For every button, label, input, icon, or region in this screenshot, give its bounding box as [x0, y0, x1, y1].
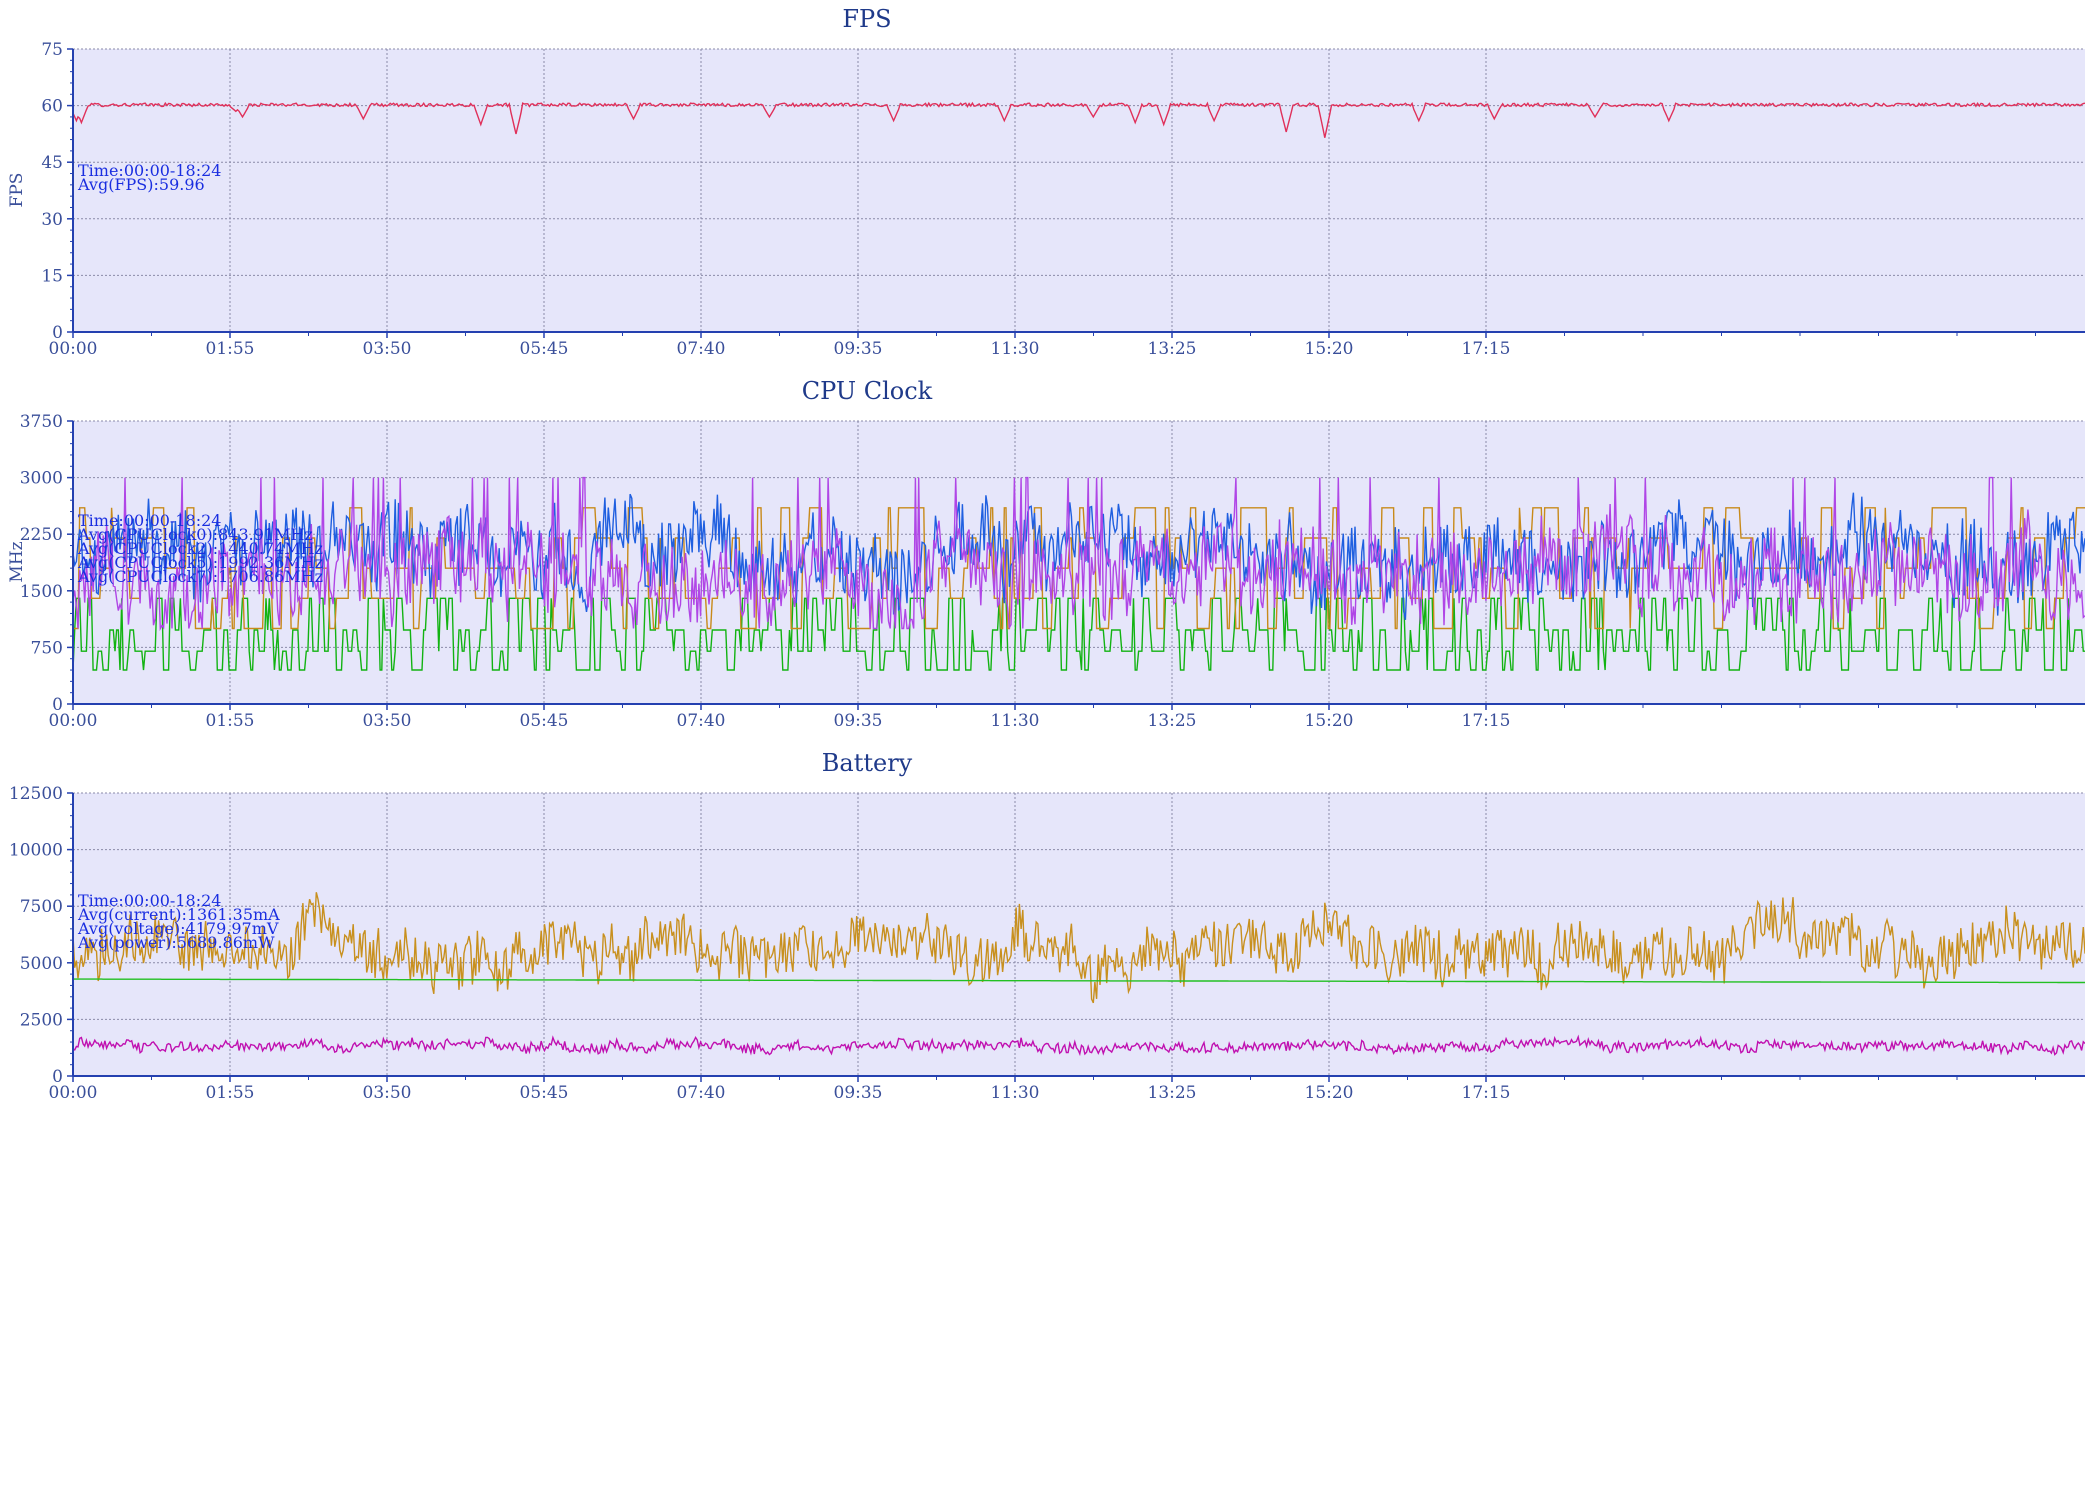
fps-x-tick-label: 07:40: [677, 339, 726, 359]
fps-axis-ticks: 0 15 30 45 60 75 00:00 01:55 03:50 05:45 07:40 09:3…: [41, 40, 2036, 359]
cpu-clock-annotation-time: Time:00:00-18:24: [78, 511, 221, 530]
cpu-clock-x-tick-label: 13:25: [1148, 711, 1197, 731]
fps-y-axis-label: FPS: [7, 173, 27, 208]
fps-x-tick-label: 09:35: [834, 339, 883, 359]
battery-annotation-power: Avg(power):5689.86mW: [77, 933, 275, 952]
cpu-clock-x-tick-label: 09:35: [834, 711, 883, 731]
battery-annotation-voltage: Avg(voltage):4179.97mV: [77, 919, 279, 938]
battery-series-line-2: [73, 1034, 2085, 1057]
cpu-clock-y-tick-label: 750: [31, 638, 63, 658]
battery-series-line-1: [73, 978, 2085, 984]
battery-x-tick-label: 07:40: [677, 1083, 726, 1103]
fps-x-tick-label: 05:45: [520, 339, 569, 359]
battery-x-tick-label: 15:20: [1305, 1083, 1354, 1103]
fps-title: FPS: [842, 5, 891, 33]
battery-y-tick-label: 7500: [20, 897, 63, 917]
fps-x-tick-label: 13:25: [1148, 339, 1197, 359]
battery-axis-ticks: 0 2500 5000 7500 10000 12500 00:00 01:55 03:50 05…: [9, 784, 2036, 1103]
battery-title: Battery: [822, 749, 913, 777]
battery-y-tick-label: 12500: [9, 784, 63, 804]
cpu-clock-x-tick-label: 01:55: [206, 711, 255, 731]
battery-x-tick-label: 03:50: [363, 1083, 412, 1103]
cpu-clock-title: CPU Clock: [802, 377, 933, 405]
fps-x-tick-label: 03:50: [363, 339, 412, 359]
fps-x-tick-label: 11:30: [991, 339, 1040, 359]
battery-annotation-time: Time:00:00-18:24: [78, 891, 221, 910]
fps-lines: [73, 101, 2085, 138]
battery-x-tick-label: 01:55: [206, 1083, 255, 1103]
cpu-clock-lines: [73, 476, 2085, 671]
cpu-clock-x-tick-label: 05:45: [520, 711, 569, 731]
battery-x-tick-label: 17:15: [1462, 1083, 1511, 1103]
fps-x-tick-label: 15:20: [1305, 339, 1354, 359]
cpu-clock-annotation-avg0: Avg(CPUClock0):843.91MHz: [77, 525, 313, 544]
battery-x-tick-label: 05:45: [520, 1083, 569, 1103]
cpu-clock-annotation-avg5: Avg(CPUClock5):1992.36MHz: [77, 553, 323, 572]
fps-x-tick-label: 01:55: [206, 339, 255, 359]
cpu-clock-y-tick-label: 0: [52, 695, 63, 715]
battery-lines: [73, 892, 2085, 1057]
fps-y-tick-label: 75: [41, 40, 63, 60]
fps-annotation-time: Time:00:00-18:24: [78, 161, 221, 180]
battery-x-tick-label: 00:00: [49, 1083, 98, 1103]
fps-plot-area: [73, 49, 2085, 332]
cpu-clock-x-tick-label: 11:30: [991, 711, 1040, 731]
battery-x-tick-label: 13:25: [1148, 1083, 1197, 1103]
cpu-clock-y-tick-label: 1500: [20, 582, 63, 602]
battery-plot-area: [73, 793, 2085, 1076]
cpu-clock-series-line-3: [73, 476, 2085, 632]
cpu-clock-series-line-0: [73, 597, 2085, 671]
battery-chart: 0 2500 5000 7500 10000 12500 00:00 01:55 03:50 05…: [9, 749, 2085, 1103]
cpu-clock-annotation-avg7: Avg(CPUClock7):1706.86MHz: [77, 567, 323, 586]
battery-y-tick-label: 0: [52, 1067, 63, 1087]
fps-annotation-avg: Avg(FPS):59.96: [77, 175, 205, 194]
cpu-clock-y-tick-label: 3750: [20, 412, 63, 432]
fps-y-tick-label: 0: [52, 323, 63, 343]
cpu-clock-series-line-2: [73, 492, 2085, 620]
fps-y-tick-label: 30: [41, 210, 63, 230]
cpu-clock-chart: 0 750 1500 2250 3000 3750 00:00 01:55 03:50 05:45…: [7, 377, 2085, 731]
cpu-clock-y-axis-label: MHz: [7, 541, 27, 582]
fps-series-line-0: [73, 101, 2085, 138]
battery-series-line-0: [73, 892, 2085, 1004]
battery-x-tick-label: 09:35: [834, 1083, 883, 1103]
battery-x-tick-label: 11:30: [991, 1083, 1040, 1103]
cpu-clock-x-tick-label: 17:15: [1462, 711, 1511, 731]
fps-x-tick-label: 17:15: [1462, 339, 1511, 359]
cpu-clock-x-tick-label: 07:40: [677, 711, 726, 731]
cpu-clock-x-tick-label: 00:00: [49, 711, 98, 731]
cpu-clock-y-tick-label: 2250: [20, 525, 63, 545]
battery-y-tick-label: 5000: [20, 954, 63, 974]
fps-y-tick-label: 45: [41, 153, 63, 173]
cpu-clock-y-tick-label: 3000: [20, 469, 63, 489]
fps-x-tick-label: 00:00: [49, 339, 98, 359]
fps-y-tick-label: 60: [41, 97, 63, 117]
battery-y-tick-label: 10000: [9, 841, 63, 861]
cpu-clock-x-tick-label: 15:20: [1305, 711, 1354, 731]
battery-annotation-current: Avg(current):1361.35mA: [77, 905, 280, 924]
cpu-clock-annotation-avg2: Avg(CPUClock2):1440.74MHz: [77, 539, 323, 558]
battery-y-tick-label: 2500: [20, 1010, 63, 1030]
cpu-clock-x-tick-label: 03:50: [363, 711, 412, 731]
cpu-clock-axis-ticks: 0 750 1500 2250 3000 3750 00:00 01:55 03:50 05:45…: [20, 412, 2036, 731]
fps-y-tick-label: 15: [41, 266, 63, 286]
fps-chart: 0 15 30 45 60 75 00:00 01:55 03:50 05:45 07:40 09:3…: [7, 5, 2085, 359]
